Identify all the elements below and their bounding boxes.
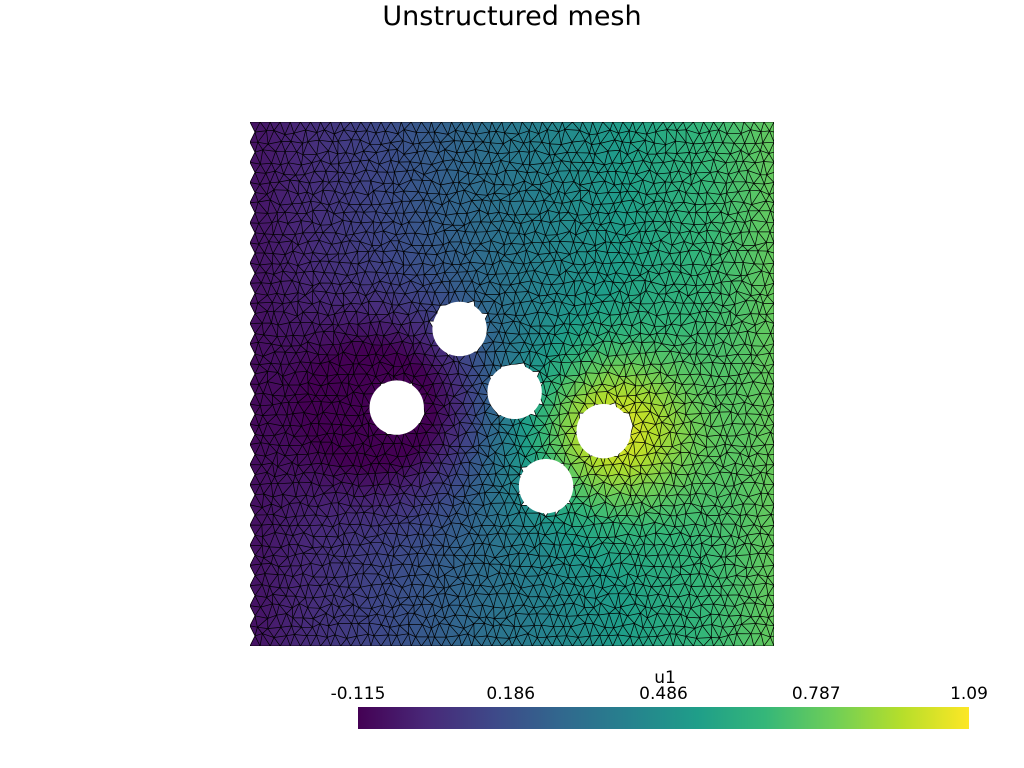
colorbar-tick-label: 1.09 xyxy=(950,684,988,704)
mesh-holes xyxy=(369,301,631,514)
colorbar-tick-label: 0.787 xyxy=(791,684,841,704)
mesh-hole-4 xyxy=(576,403,631,459)
colorbar-title: u1 xyxy=(654,668,676,688)
colorbar-tick-label: 0.486 xyxy=(639,684,688,704)
chart-title: Unstructured mesh xyxy=(382,1,642,32)
colorbar xyxy=(358,707,969,729)
mesh-hole-3 xyxy=(487,364,542,420)
colorbar-tick-label: -0.115 xyxy=(330,684,386,704)
mesh-hole-1 xyxy=(432,301,487,357)
colorbar-tick-label: 0.186 xyxy=(486,684,536,704)
mesh-hole-2 xyxy=(369,380,424,435)
mesh-hole-5 xyxy=(518,458,574,514)
